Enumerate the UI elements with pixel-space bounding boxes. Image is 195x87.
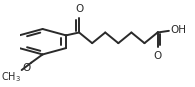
Text: CH$_3$: CH$_3$ — [1, 70, 21, 84]
Text: O: O — [75, 4, 83, 14]
Text: OH: OH — [170, 25, 186, 35]
Text: O: O — [153, 51, 162, 61]
Text: O: O — [22, 63, 30, 73]
